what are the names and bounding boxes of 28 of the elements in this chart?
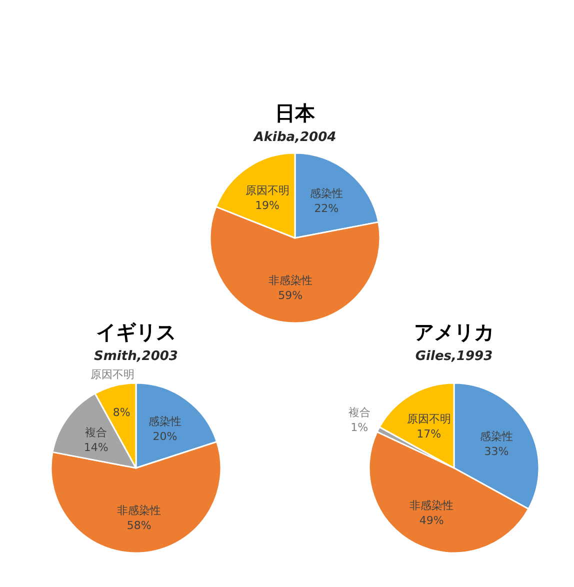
slice-label: 非感染性	[268, 274, 312, 288]
slice-label: 感染性	[480, 430, 513, 443]
chart-subtitle: Akiba,2004	[252, 130, 336, 145]
slice-label: 感染性	[148, 415, 182, 428]
data-label: 14%	[84, 441, 108, 454]
slice-label: 原因不明	[406, 412, 451, 426]
slice-label: 非感染性	[410, 498, 454, 512]
data-label: 59%	[278, 289, 303, 302]
data-label: 8%	[112, 406, 130, 420]
data-label: 49%	[419, 514, 444, 527]
slice-label: 感染性	[310, 187, 343, 200]
chart-subtitle: Giles,1993	[415, 349, 493, 364]
data-label: 19%	[255, 199, 280, 212]
data-label: 22%	[314, 202, 339, 216]
data-label: 17%	[416, 428, 442, 441]
slice-label: 複合	[348, 406, 370, 419]
chart-title: アメリカ	[414, 320, 494, 344]
data-label: 33%	[484, 444, 509, 458]
data-label: 20%	[152, 430, 178, 444]
slice-label: 非感染性	[117, 504, 162, 518]
chart-title: イギリス	[96, 320, 176, 344]
slice-label: 原因不明	[90, 368, 134, 381]
data-label: 58%	[126, 519, 152, 532]
chart-subtitle: Smith,2003	[94, 349, 178, 364]
chart-title: 日本	[275, 101, 316, 125]
slice-label: 原因不明	[245, 184, 290, 198]
slice-label: 複合	[85, 426, 108, 440]
data-label: 1%	[350, 420, 368, 434]
